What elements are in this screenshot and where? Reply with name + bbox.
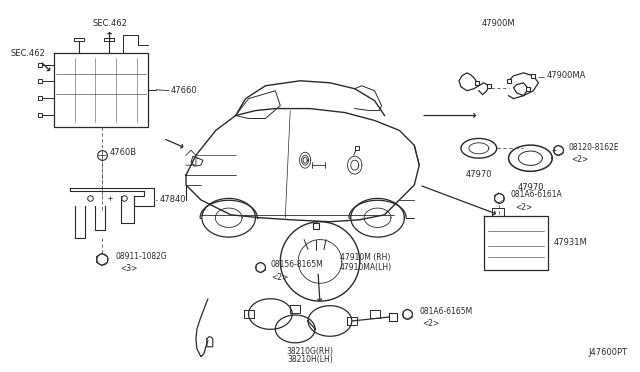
Text: 08911-1082G: 08911-1082G [116, 252, 167, 261]
Text: 4760B: 4760B [109, 148, 137, 157]
Text: 47910MA(LH): 47910MA(LH) [340, 263, 392, 272]
Text: 38210H(LH): 38210H(LH) [287, 355, 333, 364]
Text: 47900M: 47900M [482, 19, 515, 28]
Text: 47970: 47970 [517, 183, 543, 192]
Text: 38210G(RH): 38210G(RH) [287, 347, 333, 356]
Text: 081A6-6161A: 081A6-6161A [511, 190, 563, 199]
Text: 47900MA: 47900MA [547, 71, 586, 80]
Text: 08120-8162E: 08120-8162E [568, 143, 619, 152]
Text: SEC.462: SEC.462 [92, 19, 127, 28]
Text: 47840: 47840 [159, 195, 186, 204]
Text: J47600PT: J47600PT [589, 348, 628, 357]
Text: <2>: <2> [515, 203, 532, 212]
Text: <2>: <2> [271, 273, 289, 282]
Text: SEC.462: SEC.462 [10, 49, 45, 58]
Text: <3>: <3> [121, 264, 138, 273]
Text: 47910M (RH): 47910M (RH) [340, 253, 390, 262]
Text: 08156-8165M: 08156-8165M [270, 260, 323, 269]
Text: <2>: <2> [572, 155, 589, 164]
Text: <2>: <2> [422, 319, 440, 328]
Text: 47970: 47970 [465, 170, 492, 179]
Text: 47660: 47660 [171, 86, 198, 95]
Text: 081A6-6165M: 081A6-6165M [419, 307, 472, 315]
Text: 47931M: 47931M [553, 238, 587, 247]
